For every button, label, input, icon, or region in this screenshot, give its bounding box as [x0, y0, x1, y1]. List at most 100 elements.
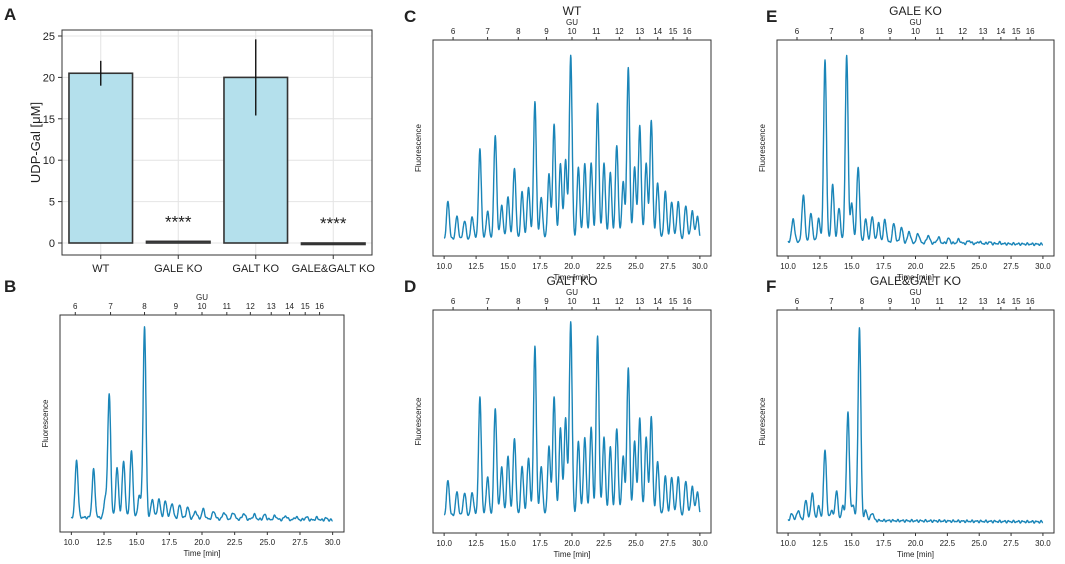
- x-tick-label: 10.0: [436, 539, 452, 548]
- gu-tick-label: 16: [683, 297, 692, 306]
- y-axis-label: Fluorescence: [41, 399, 50, 448]
- y-tick-label: 15: [43, 114, 55, 126]
- gu-tick-label: 9: [888, 27, 893, 36]
- gu-tick-label: 16: [315, 302, 324, 311]
- trace-line: [443, 54, 701, 240]
- panel-label-c: C: [404, 7, 416, 26]
- gu-tick-label: 12: [615, 297, 624, 306]
- gu-tick-label: 10: [911, 27, 920, 36]
- gu-tick-label: 9: [888, 297, 893, 306]
- gu-axis-label: GU: [566, 288, 578, 297]
- gu-tick-label: 7: [829, 27, 834, 36]
- bar-gale-galt-ko: [300, 242, 366, 246]
- y-tick-label: 10: [43, 155, 55, 167]
- y-tick-label: 25: [43, 31, 55, 43]
- gu-tick-label: 16: [683, 27, 692, 36]
- x-tick-label: 25.0: [971, 539, 987, 548]
- gu-tick-label: 11: [936, 27, 945, 36]
- x-tick-label: 25.0: [628, 262, 644, 271]
- x-tick-label: 17.5: [876, 262, 892, 271]
- x-tick-label: 10.0: [780, 539, 796, 548]
- trace-line: [787, 327, 1044, 524]
- gu-tick-label: 13: [979, 297, 988, 306]
- x-tick-label: 15.0: [500, 262, 516, 271]
- trace-line: [443, 321, 701, 517]
- y-axis-label: Fluorescence: [758, 123, 767, 172]
- gu-tick-label: 8: [516, 297, 521, 306]
- gu-tick-label: 15: [669, 297, 678, 306]
- gu-tick-label: 9: [544, 297, 549, 306]
- x-tick-label: 12.5: [468, 262, 484, 271]
- gu-axis-label: GU: [196, 293, 208, 302]
- x-tick-label: 17.5: [162, 538, 178, 547]
- gu-tick-label: 15: [1012, 297, 1021, 306]
- gu-tick-label: 16: [1026, 297, 1035, 306]
- gu-tick-label: 10: [568, 297, 577, 306]
- gu-tick-label: 8: [860, 297, 865, 306]
- x-tick-label: 22.5: [227, 538, 243, 547]
- x-tick-label: GALT KO: [232, 263, 279, 275]
- gu-tick-label: 11: [223, 302, 232, 311]
- gu-tick-label: 8: [860, 27, 865, 36]
- x-tick-label: 10.0: [436, 262, 452, 271]
- x-tick-label: 15.0: [844, 539, 860, 548]
- significance-label: ****: [320, 214, 347, 233]
- gu-tick-label: 15: [1012, 27, 1021, 36]
- gu-tick-label: 16: [1026, 27, 1035, 36]
- gu-tick-label: 12: [958, 297, 967, 306]
- panel-label-b: B: [4, 277, 16, 296]
- x-tick-label: 25.0: [971, 262, 987, 271]
- x-tick-label: 22.5: [940, 262, 956, 271]
- gu-tick-label: 14: [996, 27, 1005, 36]
- y-axis-label: UDP-Gal [μM]: [28, 102, 43, 183]
- panel-f: 10.0 12.5 15.0 17.5 20.0 22.5 25.0 27.5 30.0 Time…: [758, 274, 1055, 559]
- gu-tick-label: 10: [911, 297, 920, 306]
- x-tick-label: 20.0: [194, 538, 210, 547]
- plot-frame: [776, 309, 1055, 534]
- plot-frame: [61, 29, 373, 256]
- x-tick-label: 20.0: [564, 539, 580, 548]
- chart-title: WT: [563, 4, 582, 18]
- gu-tick-label: 13: [979, 27, 988, 36]
- gu-tick-label: 9: [174, 302, 179, 311]
- gu-tick-label: 9: [544, 27, 549, 36]
- panel-a: 0 5 10 15 20 25 WT **** GALE KO GALT KO **** GALE&G…: [28, 29, 375, 275]
- gu-tick-label: 6: [73, 302, 78, 311]
- gu-tick-label: 8: [142, 302, 147, 311]
- x-tick-label: 27.5: [292, 538, 308, 547]
- x-tick-label: 20.0: [908, 262, 924, 271]
- gu-tick-label: 14: [285, 302, 294, 311]
- x-tick-label: 17.5: [876, 539, 892, 548]
- gu-tick-label: 13: [635, 27, 644, 36]
- x-tick-label: 25.0: [628, 539, 644, 548]
- gu-tick-label: 7: [485, 27, 490, 36]
- x-tick-label: 30.0: [1035, 262, 1051, 271]
- x-axis-label: Time [min]: [553, 273, 590, 282]
- x-axis-label: Time [min]: [553, 550, 590, 559]
- panel-label-e: E: [766, 7, 777, 26]
- gu-tick-label: 14: [653, 27, 662, 36]
- gu-axis-label: GU: [910, 288, 922, 297]
- x-tick-label: 17.5: [532, 262, 548, 271]
- x-tick-label: 22.5: [596, 539, 612, 548]
- x-tick-label: 15.0: [500, 539, 516, 548]
- gu-tick-label: 12: [615, 27, 624, 36]
- x-tick-label: 27.5: [1003, 539, 1019, 548]
- gu-tick-label: 10: [568, 27, 577, 36]
- significance-label: ****: [165, 212, 192, 231]
- gu-tick-label: 13: [267, 302, 276, 311]
- gu-tick-label: 10: [198, 302, 207, 311]
- gu-tick-label: 11: [592, 27, 601, 36]
- x-tick-label: 10.0: [780, 262, 796, 271]
- x-tick-label: 15.0: [844, 262, 860, 271]
- gu-tick-label: 11: [936, 297, 945, 306]
- x-axis-label: Time [min]: [897, 273, 934, 282]
- panel-e: 10.0 12.5 15.0 17.5 20.0 22.5 25.0 27.5 30.0 Time…: [758, 4, 1055, 282]
- y-tick-label: 0: [49, 238, 55, 250]
- gu-tick-label: 7: [485, 297, 490, 306]
- gu-tick-label: 6: [451, 27, 456, 36]
- panel-c: 10.0 12.5 15.0 17.5 20.0 22.5 25.0 27.5 30.0 Time…: [414, 4, 712, 282]
- gu-tick-label: 15: [301, 302, 310, 311]
- x-tick-label: 17.5: [532, 539, 548, 548]
